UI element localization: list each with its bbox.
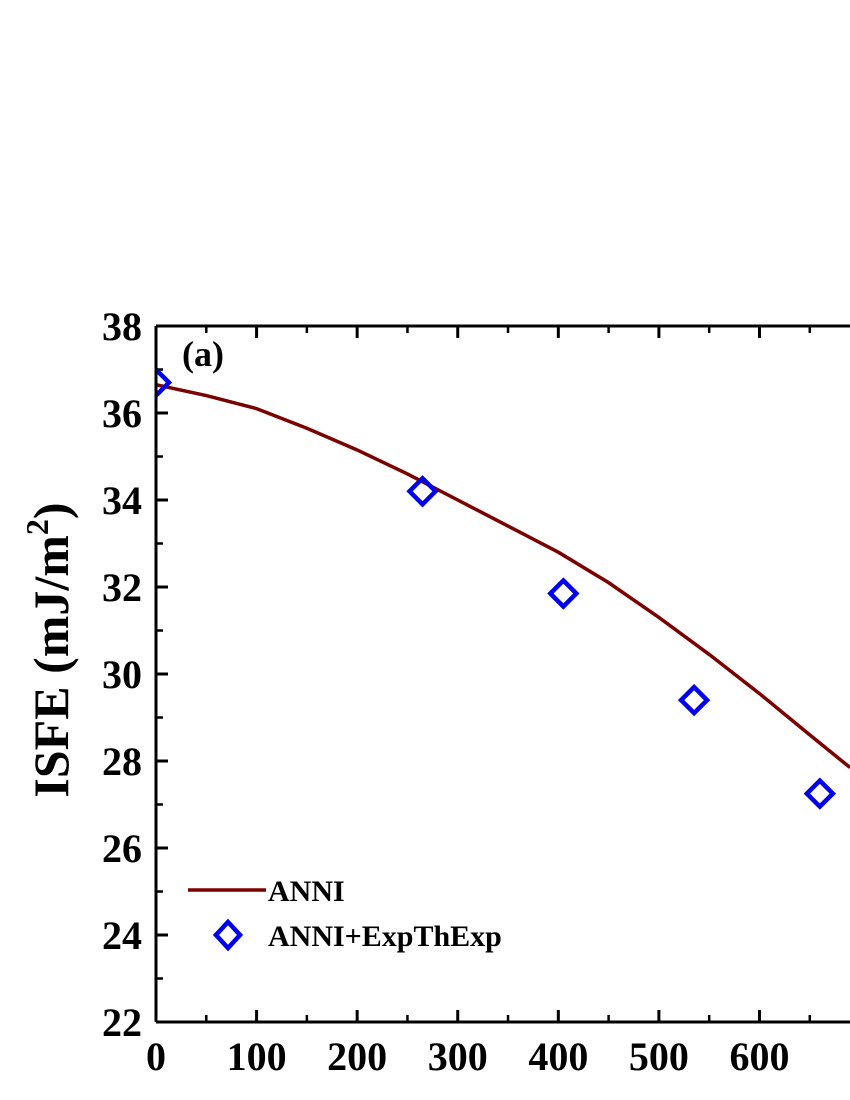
y-axis-title-main: ISFE (mJ/m bbox=[23, 535, 79, 798]
data-point-anni-expthexp bbox=[677, 683, 711, 717]
data-point-anni-expthexp bbox=[406, 475, 439, 508]
x-tick-label: 500 bbox=[629, 1034, 689, 1079]
axis-ticks bbox=[154, 324, 812, 1024]
series-line-anni bbox=[156, 383, 850, 769]
legend-anni-label: ANNI bbox=[268, 875, 345, 908]
y-tick-label: 26 bbox=[102, 826, 142, 871]
x-tick-label: 0 bbox=[146, 1034, 166, 1079]
y-tick-label: 22 bbox=[102, 1000, 142, 1045]
y-tick-label: 32 bbox=[102, 565, 142, 610]
legend-anni-expthexp-label: ANNI+ExpThExp bbox=[268, 920, 502, 953]
x-tick-label: 300 bbox=[428, 1034, 488, 1079]
legend-anni-expthexp-marker bbox=[212, 918, 244, 952]
y-tick-label: 38 bbox=[102, 304, 142, 349]
legend: ANNI ANNI+ExpThExp bbox=[188, 875, 502, 953]
series-layer bbox=[156, 366, 850, 810]
data-point-anni-expthexp bbox=[803, 777, 837, 810]
x-tick-label: 200 bbox=[327, 1034, 387, 1079]
tick-labels: 0 100 200 300 400 500 600 22 24 26 28 30 32 34 36 38 bbox=[102, 304, 789, 1079]
x-tick-label: 400 bbox=[528, 1034, 588, 1079]
x-tick-label: 100 bbox=[227, 1034, 287, 1079]
x-tick-label: 600 bbox=[729, 1034, 789, 1079]
panel-label: (a) bbox=[182, 334, 224, 374]
data-point-anni-expthexp bbox=[547, 577, 580, 610]
y-tick-label: 36 bbox=[102, 391, 142, 436]
y-tick-label: 30 bbox=[102, 652, 142, 697]
y-axis-title-close: ) bbox=[23, 502, 79, 519]
y-axis-title-superscript: 2 bbox=[19, 519, 55, 535]
y-axis-title: ISFE (mJ/m2) bbox=[19, 502, 79, 797]
data-point-anni-expthexp bbox=[156, 366, 173, 399]
y-tick-label: 34 bbox=[102, 478, 142, 523]
y-tick-label: 24 bbox=[102, 913, 142, 958]
y-tick-label: 28 bbox=[102, 739, 142, 784]
